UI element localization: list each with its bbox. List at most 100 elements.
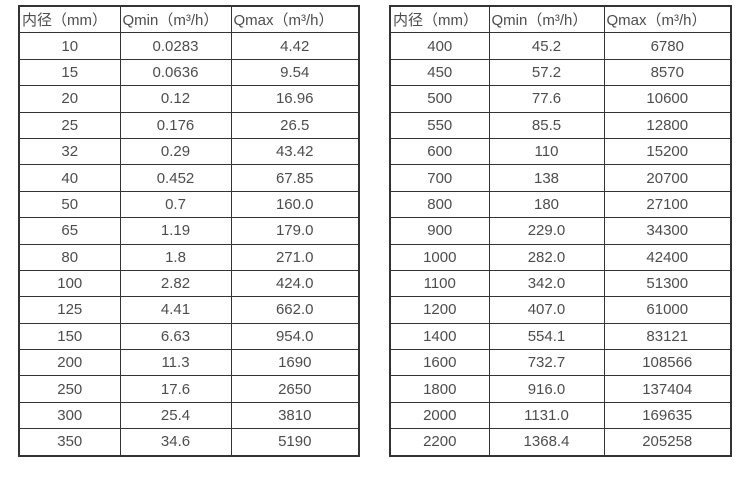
table-row: 32 0.29 43.42 [18, 137, 360, 166]
cell-qmin: 85.5 [488, 111, 605, 139]
cell-qmin: 1368.4 [488, 428, 605, 457]
cell-diameter: 80 [18, 243, 121, 271]
cell-qmin: 0.0283 [119, 32, 232, 60]
header-diameter: 内径（mm） [389, 5, 490, 34]
cell-qmax: 4.42 [230, 32, 360, 60]
cell-qmax: 61000 [603, 296, 732, 324]
table-row: 25 0.176 26.5 [18, 111, 360, 139]
cell-qmax: 34300 [603, 217, 732, 245]
cell-qmax: 26.5 [230, 111, 360, 139]
header-row: 内径（mm） Qmin（m³/h） Qmax（m³/h） [18, 5, 360, 34]
cell-qmin: 25.4 [119, 401, 232, 430]
cell-qmin: 110 [488, 137, 605, 166]
cell-diameter: 500 [389, 85, 490, 113]
table-row: 200 11.3 1690 [18, 349, 360, 377]
cell-diameter: 700 [389, 164, 490, 192]
cell-qmin: 77.6 [488, 85, 605, 113]
cell-qmin: 732.7 [488, 349, 605, 377]
cell-diameter: 150 [18, 322, 121, 351]
cell-diameter: 50 [18, 190, 121, 219]
table-body: 400 45.2 6780 450 57.2 8570 500 77.6 10600 550 85.… [389, 32, 732, 457]
cell-qmax: 2650 [230, 375, 360, 403]
cell-diameter: 400 [389, 32, 490, 60]
cell-qmin: 1.19 [119, 217, 232, 245]
table-row: 1200 407.0 61000 [389, 296, 732, 324]
cell-qmin: 138 [488, 164, 605, 192]
header-row: 内径（mm） Qmin（m³/h） Qmax（m³/h） [389, 5, 732, 34]
table-row: 40 0.452 67.85 [18, 164, 360, 192]
flow-spec-table-left: 内径（mm） Qmin（m³/h） Qmax（m³/h） 10 0.0283 4.4… [18, 5, 360, 457]
cell-qmax: 137404 [603, 375, 732, 403]
cell-diameter: 200 [18, 349, 121, 377]
cell-qmin: 0.452 [119, 164, 232, 192]
cell-qmin: 17.6 [119, 375, 232, 403]
cell-diameter: 450 [389, 58, 490, 87]
cell-diameter: 65 [18, 217, 121, 245]
table-row: 1800 916.0 137404 [389, 375, 732, 403]
cell-diameter: 1600 [389, 349, 490, 377]
table-row: 65 1.19 179.0 [18, 217, 360, 245]
table-row: 20 0.12 16.96 [18, 85, 360, 113]
cell-qmax: 10600 [603, 85, 732, 113]
table-row: 800 180 27100 [389, 190, 732, 219]
table-row: 1600 732.7 108566 [389, 349, 732, 377]
cell-qmax: 108566 [603, 349, 732, 377]
table-row: 50 0.7 160.0 [18, 190, 360, 219]
cell-qmin: 4.41 [119, 296, 232, 324]
cell-diameter: 10 [18, 32, 121, 60]
table-row: 350 34.6 5190 [18, 428, 360, 457]
cell-qmax: 83121 [603, 322, 732, 351]
table-row: 2000 1131.0 169635 [389, 401, 732, 430]
cell-qmin: 407.0 [488, 296, 605, 324]
cell-qmax: 205258 [603, 428, 732, 457]
cell-qmin: 11.3 [119, 349, 232, 377]
cell-qmin: 0.29 [119, 137, 232, 166]
cell-qmax: 662.0 [230, 296, 360, 324]
cell-diameter: 1000 [389, 243, 490, 271]
cell-qmax: 424.0 [230, 269, 360, 298]
cell-qmax: 179.0 [230, 217, 360, 245]
cell-qmax: 12800 [603, 111, 732, 139]
cell-qmin: 916.0 [488, 375, 605, 403]
cell-qmin: 57.2 [488, 58, 605, 87]
cell-diameter: 1100 [389, 269, 490, 298]
flow-spec-table-right: 内径（mm） Qmin（m³/h） Qmax（m³/h） 400 45.2 6780… [389, 5, 732, 457]
cell-diameter: 2000 [389, 401, 490, 430]
cell-qmax: 51300 [603, 269, 732, 298]
table-row: 150 6.63 954.0 [18, 322, 360, 351]
cell-diameter: 350 [18, 428, 121, 457]
cell-diameter: 32 [18, 137, 121, 166]
cell-qmax: 160.0 [230, 190, 360, 219]
table-row: 600 110 15200 [389, 137, 732, 166]
table-row: 125 4.41 662.0 [18, 296, 360, 324]
cell-qmax: 169635 [603, 401, 732, 430]
cell-diameter: 15 [18, 58, 121, 87]
cell-diameter: 125 [18, 296, 121, 324]
table-row: 15 0.0636 9.54 [18, 58, 360, 87]
cell-diameter: 600 [389, 137, 490, 166]
cell-qmax: 6780 [603, 32, 732, 60]
cell-qmin: 0.176 [119, 111, 232, 139]
table-row: 1000 282.0 42400 [389, 243, 732, 271]
cell-diameter: 1800 [389, 375, 490, 403]
table-row: 550 85.5 12800 [389, 111, 732, 139]
cell-diameter: 1200 [389, 296, 490, 324]
cell-qmax: 271.0 [230, 243, 360, 271]
cell-qmax: 42400 [603, 243, 732, 271]
header-qmin: Qmin（m³/h） [119, 5, 232, 34]
cell-diameter: 25 [18, 111, 121, 139]
cell-qmax: 27100 [603, 190, 732, 219]
cell-qmax: 20700 [603, 164, 732, 192]
table-row: 500 77.6 10600 [389, 85, 732, 113]
cell-qmax: 3810 [230, 401, 360, 430]
table-row: 10 0.0283 4.42 [18, 32, 360, 60]
cell-qmin: 1.8 [119, 243, 232, 271]
header-qmax: Qmax（m³/h） [603, 5, 732, 34]
cell-qmax: 954.0 [230, 322, 360, 351]
cell-diameter: 300 [18, 401, 121, 430]
cell-diameter: 250 [18, 375, 121, 403]
cell-diameter: 40 [18, 164, 121, 192]
table-row: 900 229.0 34300 [389, 217, 732, 245]
cell-diameter: 1400 [389, 322, 490, 351]
